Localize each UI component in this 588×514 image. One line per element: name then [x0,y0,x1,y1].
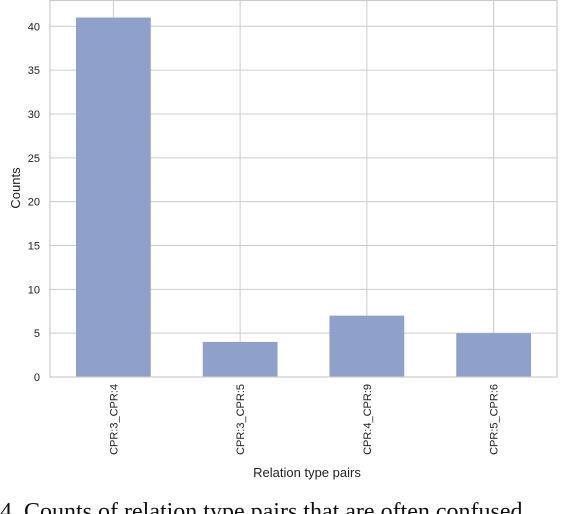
y-tick-label: 0 [34,372,40,384]
y-tick-label: 25 [28,153,40,165]
y-tick-labels: 0 5 10 15 20 25 30 35 40 [28,21,40,384]
y-tick-label: 10 [28,284,40,296]
plot-border [49,0,558,378]
bars [75,17,532,378]
bar [456,333,532,377]
plot-frame [49,0,558,378]
x-axis-label: Relation type pairs [253,465,361,480]
y-tick-label: 5 [34,328,40,340]
x-tick-label: CPR:3_CPR:4 [108,384,120,455]
y-tick-label: 20 [28,197,40,209]
y-tick-label: 30 [28,109,40,121]
x-tick-label: CPR:3_CPR:5 [235,384,247,455]
bar [329,315,405,377]
y-tick-label: 40 [28,21,40,33]
y-tick-label: 35 [28,65,40,77]
x-tick-label: CPR:5_CPR:6 [489,384,501,455]
bar [202,341,278,377]
y-axis-label: Counts [8,167,23,209]
x-tick-labels: CPR:3_CPR:4 CPR:3_CPR:5 CPR:4_CPR:9 CPR:5_C… [108,384,500,455]
y-tick-label: 15 [28,240,40,252]
bar [75,17,151,378]
figure-caption: 4. Counts of relation type pairs that ar… [0,499,523,514]
x-tick-label: CPR:4_CPR:9 [362,384,374,455]
